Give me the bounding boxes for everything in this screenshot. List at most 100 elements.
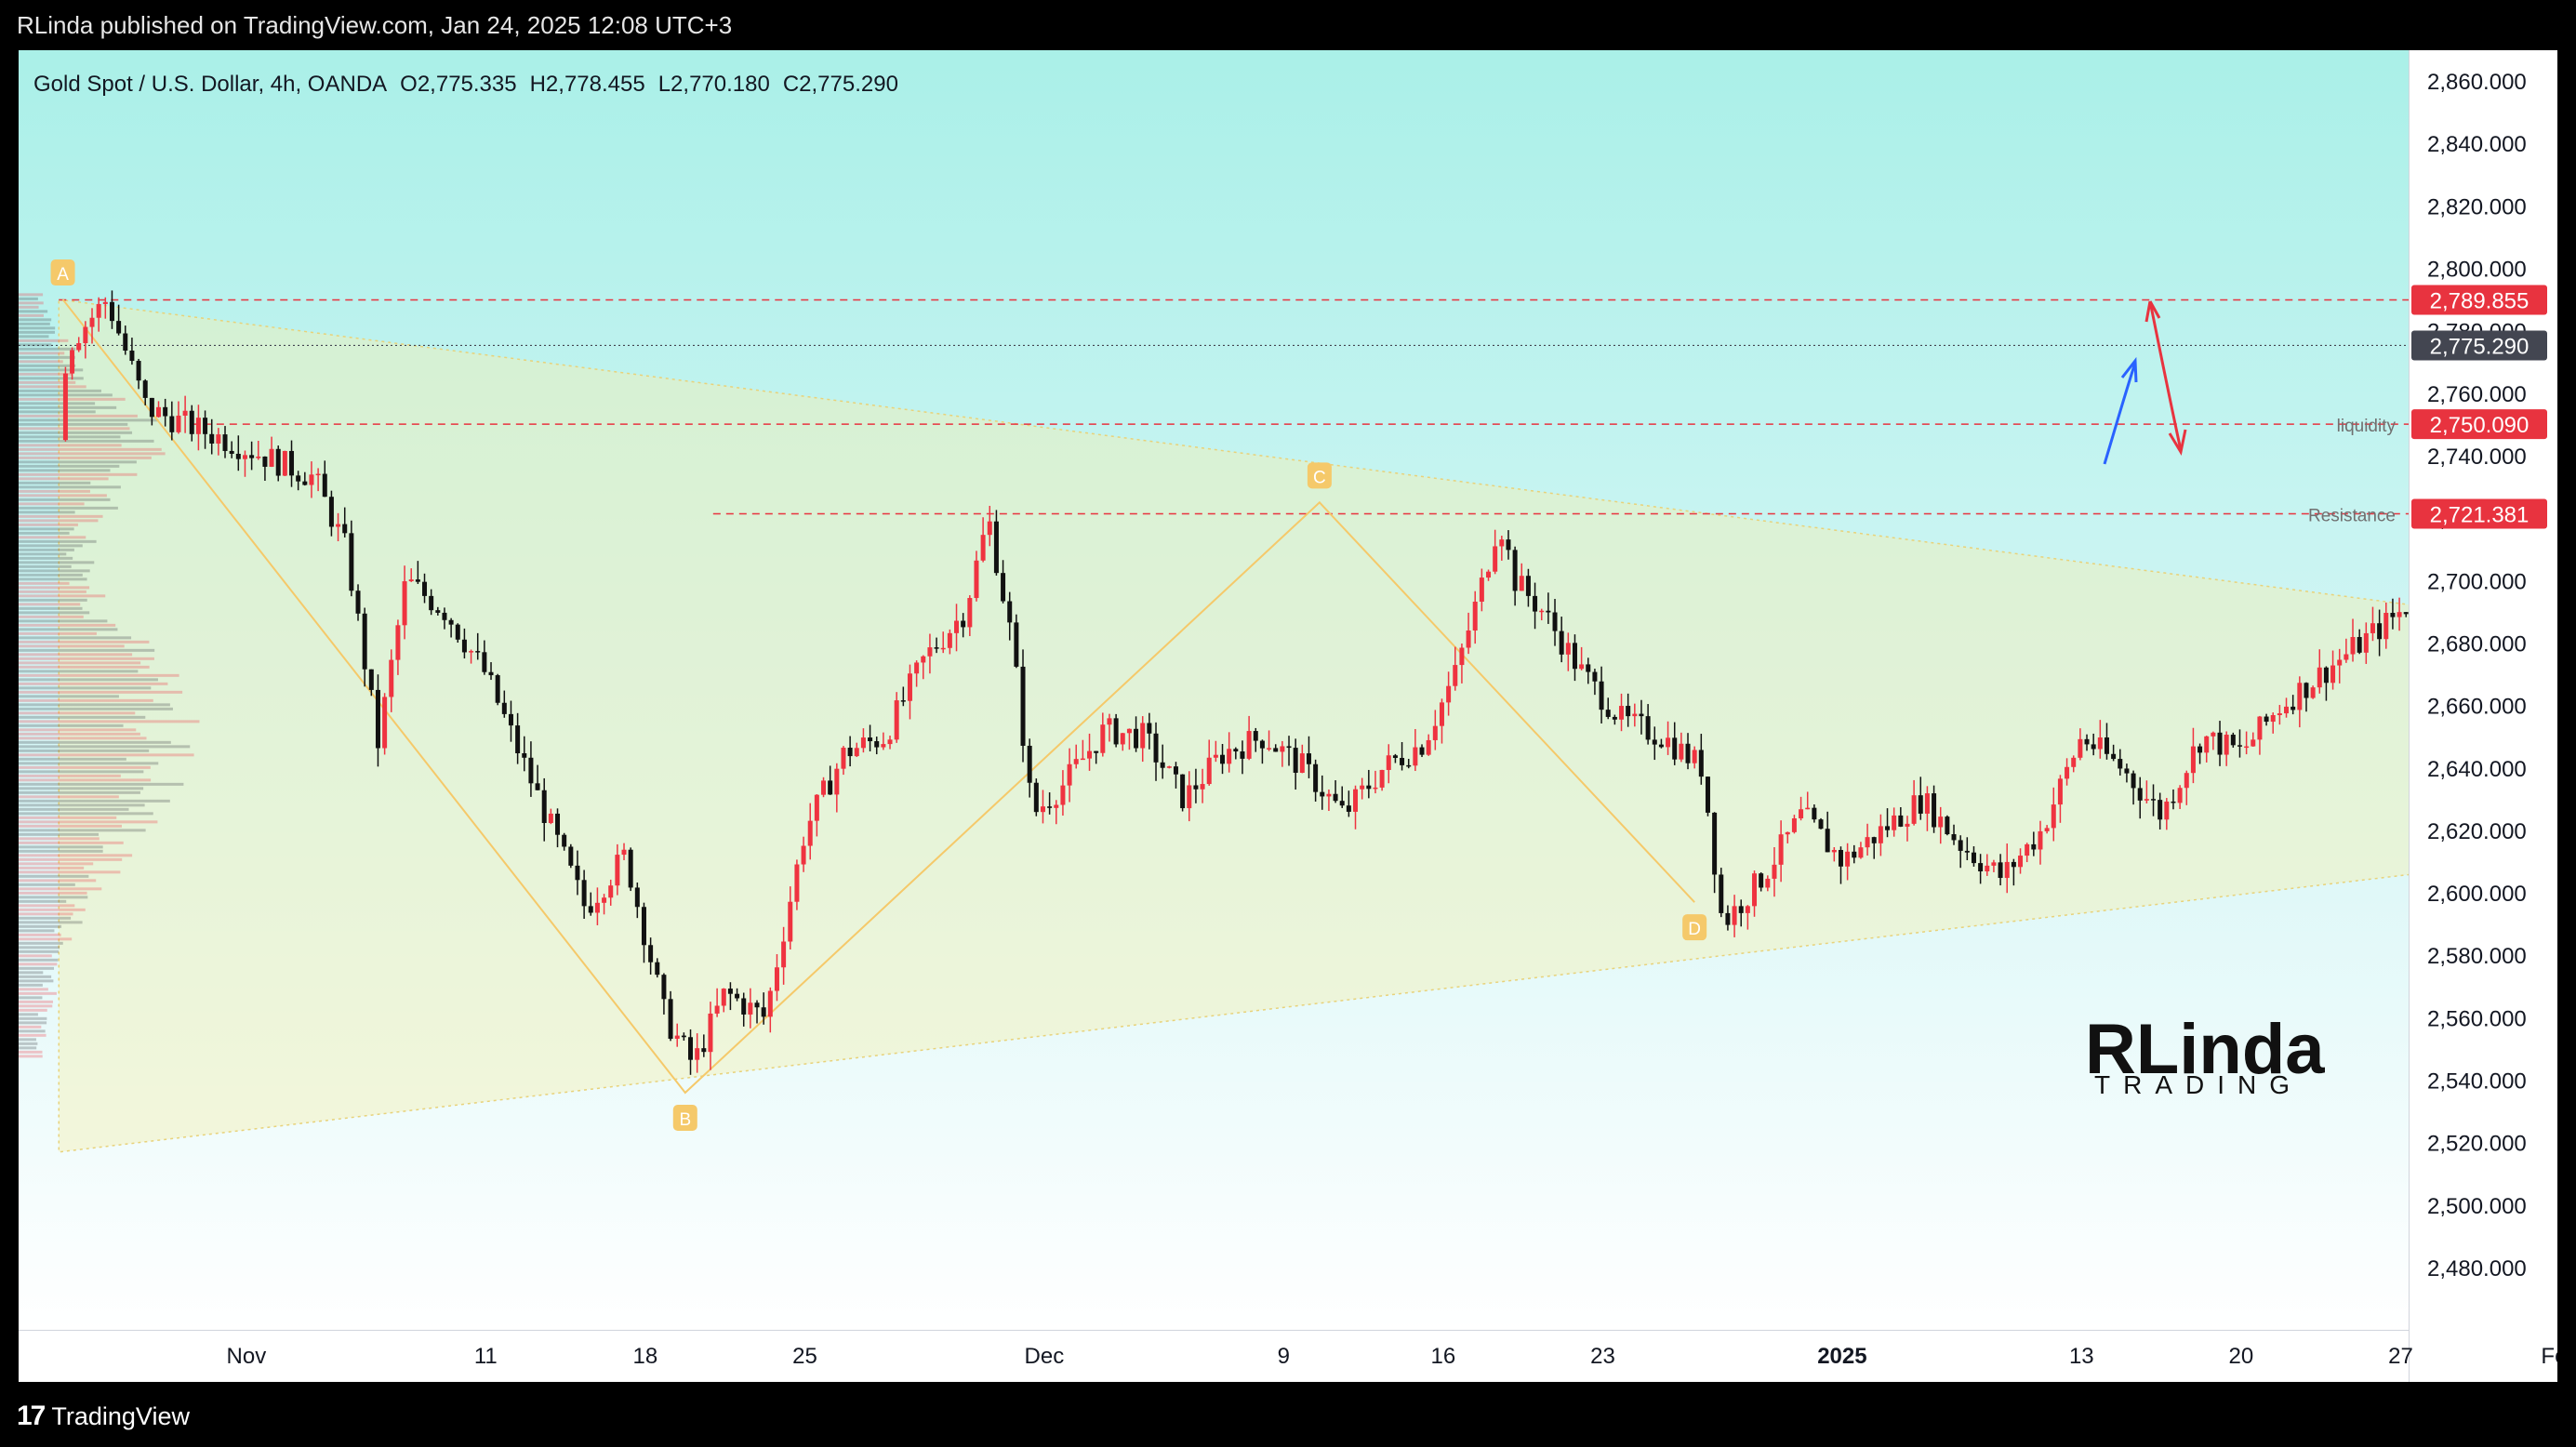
candle-body bbox=[548, 813, 553, 823]
candle-body bbox=[1698, 750, 1704, 777]
volume-profile-bar bbox=[19, 1021, 47, 1025]
volume-profile-bar bbox=[19, 636, 132, 640]
candle-body bbox=[1639, 713, 1644, 717]
volume-profile-bar bbox=[19, 799, 170, 803]
candle-body bbox=[1978, 863, 1984, 872]
candle-body bbox=[1666, 737, 1671, 748]
candle-body bbox=[1738, 906, 1744, 913]
candle-body bbox=[887, 739, 893, 745]
y-tick-label: 2,500.000 bbox=[2427, 1194, 2527, 1219]
candle-body bbox=[1778, 834, 1784, 865]
candle-body bbox=[1366, 785, 1372, 790]
ohlc-open: O2,775.335 bbox=[400, 72, 516, 97]
candle-body bbox=[602, 897, 607, 903]
candle-body bbox=[1552, 612, 1558, 631]
y-tick-label: 2,580.000 bbox=[2427, 944, 2527, 969]
candle-body bbox=[1885, 826, 1891, 830]
candle-body bbox=[2051, 804, 2056, 829]
volume-profile-bar bbox=[19, 313, 44, 317]
volume-profile-bar bbox=[19, 377, 84, 380]
candle-body bbox=[2104, 737, 2109, 754]
volume-profile-bar bbox=[19, 326, 56, 330]
candle-body bbox=[289, 450, 295, 476]
candle-body bbox=[1932, 793, 1937, 828]
volume-profile-bar bbox=[19, 330, 56, 334]
candle-body bbox=[2071, 757, 2077, 767]
volume-profile-bar bbox=[19, 297, 38, 300]
price-tag bbox=[2411, 409, 2547, 440]
x-tick-label: 13 bbox=[2069, 1344, 2094, 1369]
candle-body bbox=[2004, 861, 2010, 879]
volume-profile-bar bbox=[19, 870, 121, 874]
volume-profile-bar bbox=[19, 707, 173, 710]
volume-profile-bar bbox=[19, 958, 59, 962]
candle-body bbox=[1180, 774, 1186, 809]
volume-profile-bar bbox=[19, 1046, 37, 1050]
candle-body bbox=[402, 581, 407, 626]
volume-profile-bar bbox=[19, 335, 49, 339]
volume-profile-bar bbox=[19, 456, 152, 459]
pivot-badge bbox=[672, 1104, 697, 1131]
candle-body bbox=[1453, 665, 1458, 686]
candle-body bbox=[102, 301, 108, 304]
candle-body bbox=[262, 456, 268, 467]
volume-profile-bar bbox=[19, 1050, 43, 1054]
tradingview-logo[interactable]: 17 TradingView bbox=[17, 1401, 190, 1432]
candle-body bbox=[1752, 873, 1758, 907]
candle-body bbox=[634, 887, 640, 908]
candle-body bbox=[2211, 732, 2216, 737]
arrow-down-red-tail bbox=[2144, 300, 2161, 323]
candle-body bbox=[1565, 643, 1571, 655]
candle-body bbox=[735, 993, 740, 999]
volume-profile-bar bbox=[19, 472, 138, 476]
candle-body bbox=[1120, 733, 1125, 745]
candle-body bbox=[927, 647, 933, 657]
candle-body bbox=[1073, 759, 1079, 764]
price-axis[interactable] bbox=[2409, 50, 2557, 1382]
candle-body bbox=[834, 768, 840, 795]
candle-body bbox=[1958, 840, 1963, 851]
candle-body bbox=[1227, 749, 1232, 764]
candle-body bbox=[828, 780, 833, 795]
volume-profile-bar bbox=[19, 933, 61, 936]
candle-body bbox=[1785, 831, 1790, 835]
candle-body bbox=[1253, 731, 1258, 741]
x-tick-label: 9 bbox=[1278, 1344, 1290, 1369]
price-tags: 2,789.855 2,775.290 2,750.090 2,721.381 bbox=[2411, 285, 2547, 529]
volume-profile-bar bbox=[19, 954, 52, 958]
candle-body bbox=[1459, 647, 1465, 666]
candles[interactable] bbox=[62, 290, 2557, 1075]
candle-body bbox=[1400, 758, 1405, 765]
candle-body bbox=[1466, 631, 1471, 648]
candle-body bbox=[2124, 768, 2130, 774]
volume-profile-bar bbox=[19, 753, 194, 757]
volume-profile-bar bbox=[19, 678, 158, 682]
candle-body bbox=[2224, 735, 2229, 755]
candle-body bbox=[389, 659, 394, 697]
candle-body bbox=[2237, 745, 2242, 747]
candle-body bbox=[1432, 725, 1438, 740]
volume-profile-bar bbox=[19, 921, 83, 924]
candle-body bbox=[874, 741, 880, 748]
volume-profile-bar bbox=[19, 1008, 47, 1012]
candle-body bbox=[2310, 687, 2316, 698]
abcd-lines bbox=[61, 299, 1695, 1095]
x-tick-label: 11 bbox=[474, 1344, 498, 1369]
candle-body bbox=[195, 418, 201, 434]
volume-profile-bar bbox=[19, 598, 87, 602]
volume-profile-bar bbox=[19, 795, 119, 799]
candle-body bbox=[1060, 785, 1066, 805]
candle-body bbox=[1413, 747, 1418, 766]
volume-profile-bar bbox=[19, 832, 100, 836]
y-tick-label: 2,840.000 bbox=[2427, 132, 2527, 157]
volume-profile-bar bbox=[19, 857, 123, 861]
candle-body bbox=[2111, 753, 2117, 760]
candle-body bbox=[315, 473, 321, 476]
volume-profile-bar bbox=[19, 966, 55, 970]
candle-body bbox=[495, 675, 500, 703]
candle-body bbox=[1632, 713, 1638, 717]
volume-profile-bar bbox=[19, 536, 86, 539]
time-axis[interactable] bbox=[19, 1330, 2409, 1382]
candle-body bbox=[1472, 601, 1478, 631]
